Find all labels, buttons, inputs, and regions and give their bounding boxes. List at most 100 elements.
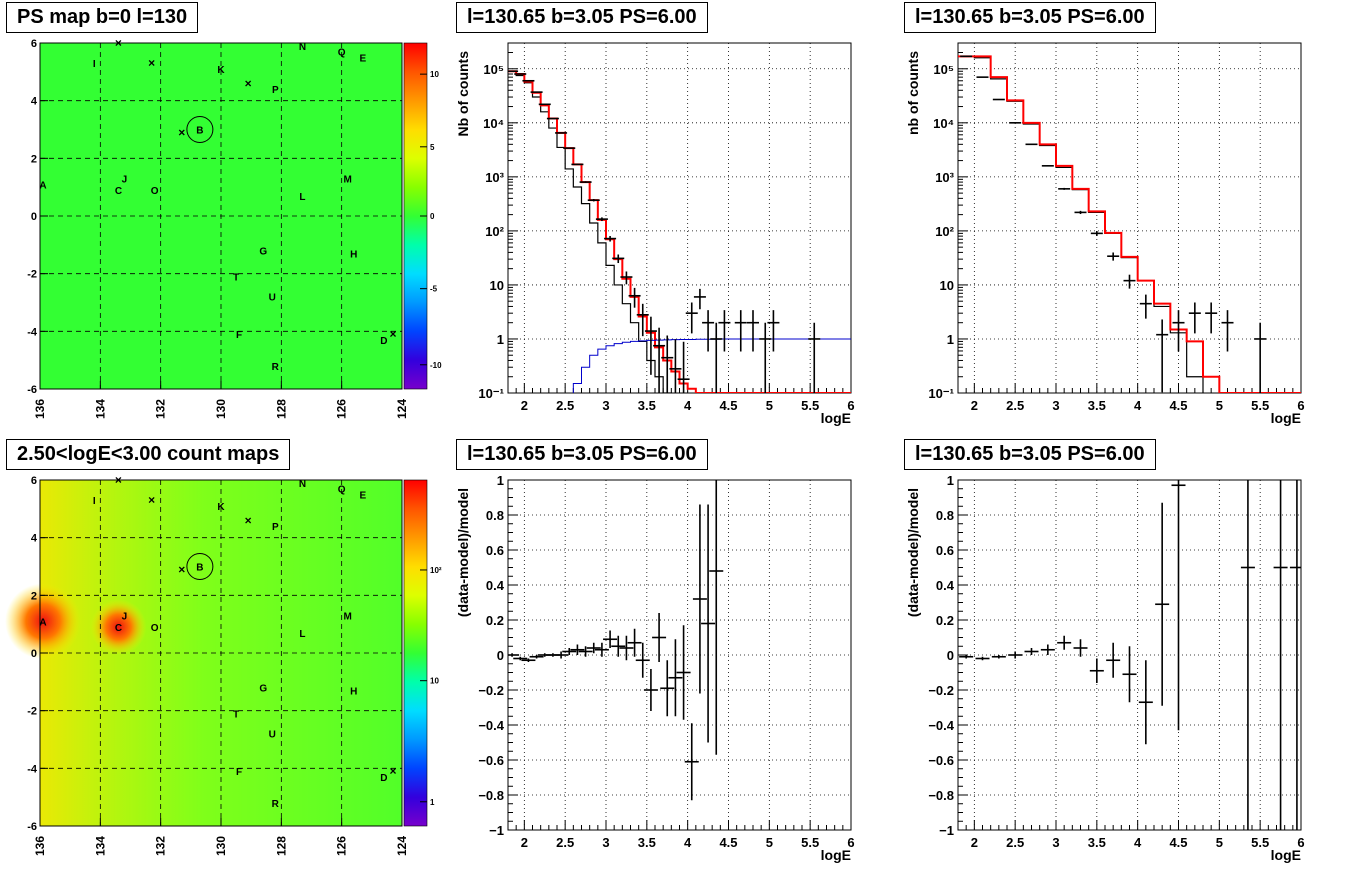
- source-label-Q: Q: [338, 485, 346, 496]
- x-tick-label: 2.5: [556, 835, 574, 850]
- map-x-tick-label: 128: [274, 836, 288, 856]
- ps-map-title: PS map b=0 l=130: [6, 2, 199, 33]
- y-tick-label: −0.2: [928, 683, 954, 698]
- y-tick-label: 10²: [935, 224, 954, 239]
- y-tick-label: 0.4: [486, 578, 505, 593]
- spectrum-title-1: l=130.65 b=3.05 PS=6.00: [456, 2, 708, 33]
- y-tick-label: 0.8: [936, 508, 954, 523]
- y-tick-label: −0.2: [478, 683, 504, 698]
- y-tick-label: 10⁵: [933, 62, 954, 77]
- source-cross: ×: [389, 764, 396, 778]
- y-tick-label: 0: [947, 648, 954, 663]
- x-tick-label: 4: [1134, 398, 1142, 413]
- source-cross: ×: [178, 125, 185, 139]
- hotspot-A: [5, 583, 82, 660]
- residual-title-2: l=130.65 b=3.05 PS=6.00: [904, 439, 1156, 470]
- map-x-tick-label: 126: [335, 399, 349, 419]
- y-tick-label: 0.2: [936, 613, 954, 628]
- x-tick-label: 5.5: [801, 835, 819, 850]
- y-axis-title: (data-model)/model: [905, 488, 921, 617]
- palette-tick-label: 10: [430, 677, 439, 686]
- x-tick-label: 5: [1216, 398, 1223, 413]
- palette-tick-label: 0: [430, 212, 435, 221]
- source-label-N: N: [299, 42, 306, 53]
- target-circle: [186, 116, 214, 143]
- palette-tick-label: 10: [430, 70, 439, 79]
- y-tick-label: 1: [497, 332, 504, 347]
- source-label-G: G: [259, 247, 267, 258]
- source-label-O: O: [151, 623, 159, 634]
- source-label-F: F: [236, 330, 242, 341]
- x-axis-title: logE: [1271, 410, 1301, 426]
- source-label-K: K: [217, 65, 225, 76]
- source-cross: ×: [115, 36, 122, 50]
- map-y-tick-label: 0: [31, 648, 37, 660]
- spectrum-plot-2: 2 2.5 3 3.5 4 4.5 5 5.5 6 10⁻¹ 1 10 10² 10³ 10⁴ 10⁵ logE…: [905, 42, 1305, 426]
- map-y-tick-label: -2: [27, 706, 37, 718]
- source-label-C: C: [115, 623, 122, 634]
- map-x-tick-label: 136: [33, 399, 47, 419]
- source-label-O: O: [151, 186, 159, 197]
- y-tick-label: −0.6: [928, 753, 954, 768]
- plot-area: [508, 70, 851, 393]
- plot-area: [508, 480, 724, 801]
- palette-tick-label: 1: [430, 798, 435, 807]
- y-tick-label: −0.8: [478, 788, 504, 803]
- source-label-C: C: [115, 186, 122, 197]
- y-tick-label: 10⁴: [483, 116, 504, 131]
- palette-tick-label: 5: [430, 143, 435, 152]
- x-tick-label: 6: [847, 835, 854, 850]
- source-label-G: G: [259, 684, 267, 695]
- y-tick-label: 1: [947, 473, 954, 488]
- x-tick-label: 2.5: [556, 398, 574, 413]
- source-label-D: D: [380, 773, 387, 784]
- color-palette: [404, 480, 427, 826]
- ps-map-plot: 136 134 132 130 128 126 124 6 4 2 0 -2 -4 -6 A B C D E F G H I…: [27, 36, 442, 419]
- y-axis-title: Nb of counts: [455, 51, 471, 137]
- x-tick-label: 5.5: [1251, 835, 1269, 850]
- y-tick-label: 10: [940, 278, 954, 293]
- x-tick-label: 2: [971, 835, 978, 850]
- y-tick-label: −0.4: [928, 718, 954, 733]
- series-step-1: [958, 55, 1301, 393]
- map-y-tick-label: -4: [27, 763, 38, 775]
- map-x-tick-label: 134: [93, 399, 107, 419]
- source-label-M: M: [344, 612, 352, 623]
- plot-frame: [507, 42, 852, 394]
- map-y-tick-label: 4: [31, 96, 38, 108]
- plot-area: [958, 55, 1301, 393]
- count-map-panel: 136 134 132 130 128 126 124 6 4 2 0 -2 -4 -6 A B C D E F G H I…: [0, 437, 442, 875]
- hotspot-C: [90, 599, 147, 656]
- map-x-tick-label: 130: [214, 399, 228, 419]
- plot-frame: [957, 42, 1302, 394]
- map-x-tick-label: 136: [33, 836, 47, 856]
- x-tick-label: 3: [602, 835, 609, 850]
- source-label-D: D: [380, 336, 387, 347]
- map-y-tick-label: 0: [31, 211, 37, 223]
- y-tick-label: 10⁻¹: [928, 386, 954, 401]
- source-label-I: I: [93, 496, 96, 507]
- source-cross: ×: [148, 493, 155, 507]
- source-cross: ×: [245, 513, 252, 527]
- y-tick-label: 0.8: [486, 508, 504, 523]
- source-label-T: T: [233, 273, 239, 284]
- x-tick-label: 5.5: [1251, 398, 1269, 413]
- y-tick-label: −0.6: [478, 753, 504, 768]
- y-tick-label: 0.2: [486, 613, 504, 628]
- x-tick-label: 2: [521, 398, 528, 413]
- x-tick-label: 2: [521, 835, 528, 850]
- map-y-tick-label: -2: [27, 269, 37, 281]
- y-tick-label: −0.8: [928, 788, 954, 803]
- spectrum-title-2: l=130.65 b=3.05 PS=6.00: [904, 2, 1156, 33]
- source-label-Q: Q: [338, 48, 346, 59]
- palette-tick-label: -10: [430, 361, 442, 370]
- map-y-tick-label: 6: [31, 475, 37, 487]
- x-tick-label: 5: [766, 398, 773, 413]
- y-tick-label: −1: [489, 823, 504, 838]
- map-y-tick-label: 2: [31, 153, 37, 165]
- y-axis-title: (data-model)/model: [455, 488, 471, 617]
- x-tick-label: 3.5: [1088, 398, 1106, 413]
- source-label-E: E: [359, 53, 366, 64]
- x-tick-label: 2: [971, 398, 978, 413]
- y-tick-label: −0.4: [478, 718, 504, 733]
